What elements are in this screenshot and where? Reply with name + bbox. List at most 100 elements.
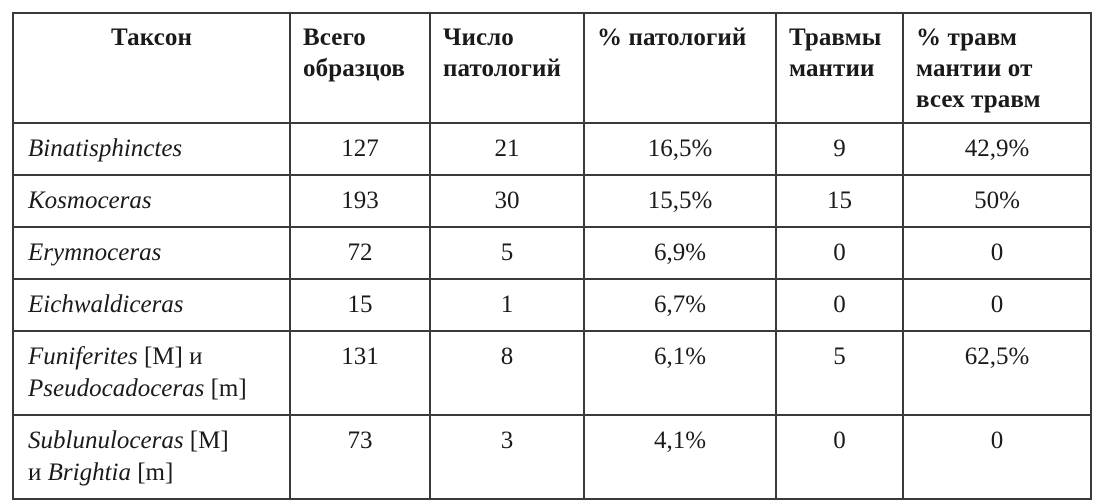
cell-mantle-injuries-value: 5 [833,343,846,370]
cell-mantle-injury-percent-value: 0 [990,239,1004,266]
cell-mantle-injury-percent-value: 0 [990,291,1004,318]
cell-total-samples-value: 73 [347,427,373,454]
cell-total-samples-value: 127 [341,135,379,162]
cell-pathology-count: 30 [429,174,585,228]
cell-taxon-label: Erymnoceras [14,228,289,278]
table-row: Eichwaldiceras 15 1 6,7% 0 0 [12,278,1092,332]
table-row: Erymnoceras 72 5 6,9% 0 0 [12,226,1092,280]
column-header-mantle-injury-percent-label: % травм мантии от всех травм [904,14,1090,115]
cell-mantle-injuries-value: 0 [833,239,846,266]
column-header-mantle-injuries-label: Травмы мантии [777,14,902,84]
morph-marker: [m] [204,375,247,402]
header-line-2: мантии [789,55,875,82]
cell-total-samples-value: 72 [347,239,373,266]
header-line-1: Всего [303,24,366,51]
cell-total-samples-value: 15 [347,291,373,318]
cell-mantle-injury-percent-value: 42,9% [964,135,1030,162]
table-row: Funiferites [M] и Pseudocadoceras [m] 131 8… [12,330,1092,416]
column-header-pathology-count-label: Число патологий [431,14,583,84]
cell-taxon-label: Kosmoceras [14,176,289,226]
cell-pathology-count: 5 [429,226,585,280]
column-header-mantle-injuries: Травмы мантии [775,12,904,124]
header-line-1: Травмы [789,24,882,51]
taxon-name: Erymnoceras [28,239,162,266]
cell-mantle-injuries-value: 0 [833,291,846,318]
header-line-3: всех травм [916,86,1041,113]
cell-mantle-injury-percent-value: 50% [974,187,1020,214]
cell-pathology-count: 21 [429,122,585,176]
morph-marker: и [28,459,48,486]
cell-total-samples-value: 193 [341,187,379,214]
cell-pathology-percent-value: 6,9% [653,239,707,266]
cell-taxon-label: Sublunuloceras [M] и Brightia [m] [14,416,289,498]
header-line-1: % травм [916,24,1018,51]
cell-taxon: Binatisphinctes [12,122,291,176]
cell-pathology-count-value: 30 [494,187,520,214]
cell-pathology-percent: 4,1% [583,414,777,500]
column-header-pathology-percent: % патологий [583,12,777,124]
cell-pathology-percent: 6,1% [583,330,777,416]
header-line-2: патологий [443,55,561,82]
cell-total-samples: 15 [289,278,431,332]
cell-mantle-injuries: 0 [775,226,904,280]
morph-marker: [m] [130,459,174,486]
cell-mantle-injuries-value: 0 [833,427,846,454]
taxon-name: Brightia [47,459,131,486]
column-header-mantle-injury-percent: % травм мантии от всех травм [902,12,1092,124]
cell-mantle-injury-percent: 50% [902,174,1092,228]
cell-total-samples: 193 [289,174,431,228]
table-header: Таксон Всего образцов Число патологий % па… [12,12,1092,124]
cell-taxon-label: Eichwaldiceras [14,280,289,330]
cell-taxon: Sublunuloceras [M] и Brightia [m] [12,414,291,500]
cell-taxon: Funiferites [M] и Pseudocadoceras [m] [12,330,291,416]
cell-pathology-count-value: 3 [500,427,514,454]
cell-mantle-injuries: 0 [775,414,904,500]
cell-pathology-count-value: 8 [500,343,514,370]
cell-pathology-percent: 16,5% [583,122,777,176]
morph-marker: [M] и [137,343,203,370]
cell-total-samples-value: 131 [341,343,379,370]
cell-total-samples: 127 [289,122,431,176]
taxon-name: Sublunuloceras [28,427,184,454]
cell-mantle-injury-percent-value: 62,5% [964,343,1030,370]
cell-total-samples: 73 [289,414,431,500]
cell-pathology-percent-value: 6,7% [653,291,707,318]
cell-mantle-injuries-value: 9 [833,135,846,162]
cell-mantle-injuries-value: 15 [827,187,852,214]
cell-pathology-percent-value: 16,5% [647,135,713,162]
cell-mantle-injury-percent: 62,5% [902,330,1092,416]
cell-pathology-count: 3 [429,414,585,500]
cell-pathology-count-value: 21 [494,135,520,162]
cell-pathology-count-value: 1 [500,291,514,318]
cell-pathology-count-value: 5 [500,239,514,266]
cell-pathology-percent-value: 6,1% [653,343,707,370]
cell-total-samples: 131 [289,330,431,416]
cell-taxon-label: Binatisphinctes [14,124,289,174]
taxon-name: Eichwaldiceras [28,291,184,318]
cell-taxon-label: Funiferites [M] и Pseudocadoceras [m] [14,332,289,414]
header-line-1: Число [443,24,514,51]
header-line-2: образцов [303,55,406,82]
document-canvas: Таксон Всего образцов Число патологий % па… [12,12,1092,500]
cell-mantle-injuries: 5 [775,330,904,416]
cell-pathology-percent: 6,7% [583,278,777,332]
cell-pathology-count: 8 [429,330,585,416]
cell-mantle-injuries: 9 [775,122,904,176]
column-header-total-samples: Всего образцов [289,12,431,124]
cell-pathology-percent: 15,5% [583,174,777,228]
cell-mantle-injuries: 0 [775,278,904,332]
cell-total-samples: 72 [289,226,431,280]
column-header-pathology-count: Число патологий [429,12,585,124]
cell-pathology-percent: 6,9% [583,226,777,280]
cell-taxon: Erymnoceras [12,226,291,280]
cell-mantle-injury-percent: 0 [902,226,1092,280]
table-body: Binatisphinctes 127 21 16,5% 9 42,9% Kosmocera… [12,122,1092,500]
cell-pathology-percent-value: 15,5% [647,187,713,214]
cell-mantle-injury-percent: 0 [902,414,1092,500]
cell-taxon: Eichwaldiceras [12,278,291,332]
taxon-name: Funiferites [28,343,138,370]
taxon-name: Binatisphinctes [28,135,183,162]
column-header-pathology-percent-label: % патологий [597,24,747,51]
cell-taxon: Kosmoceras [12,174,291,228]
header-row: Таксон Всего образцов Число патологий % па… [12,12,1092,124]
